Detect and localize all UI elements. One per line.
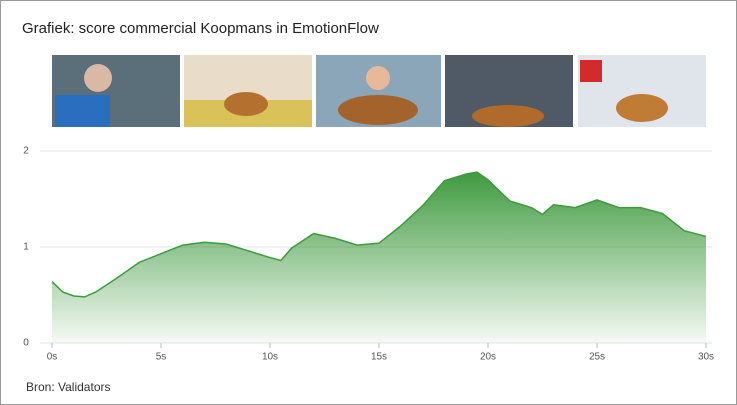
y-tick-label: 0: [23, 338, 29, 349]
x-tick-label: 15s: [371, 352, 387, 363]
thumbnail-detail: [616, 94, 668, 122]
thumbnail-detail: [224, 92, 268, 116]
thumbnails: [52, 55, 706, 127]
x-tick-label: 30s: [698, 352, 714, 363]
x-tick-label: 5s: [156, 352, 167, 363]
thumbnail-detail: [472, 105, 544, 127]
thumbnail-detail: [84, 64, 112, 92]
area-line: [51, 171, 707, 298]
thumbnail-detail: [366, 66, 390, 90]
thumbnail-detail: [55, 95, 110, 127]
thumbnail-detail: [338, 95, 418, 125]
x-tick-label: 25s: [589, 352, 605, 363]
y-tick-label: 2: [23, 146, 29, 157]
x-tick-label: 20s: [480, 352, 496, 363]
x-tick-label: 10s: [262, 352, 278, 363]
x-tick-label: 0s: [47, 352, 58, 363]
chart-title: Grafiek: score commercial Koopmans in Em…: [22, 20, 379, 37]
source: Bron: Validators: [26, 380, 111, 394]
thumbnail-detail: [580, 60, 602, 82]
y-tick-label: 1: [23, 242, 29, 253]
